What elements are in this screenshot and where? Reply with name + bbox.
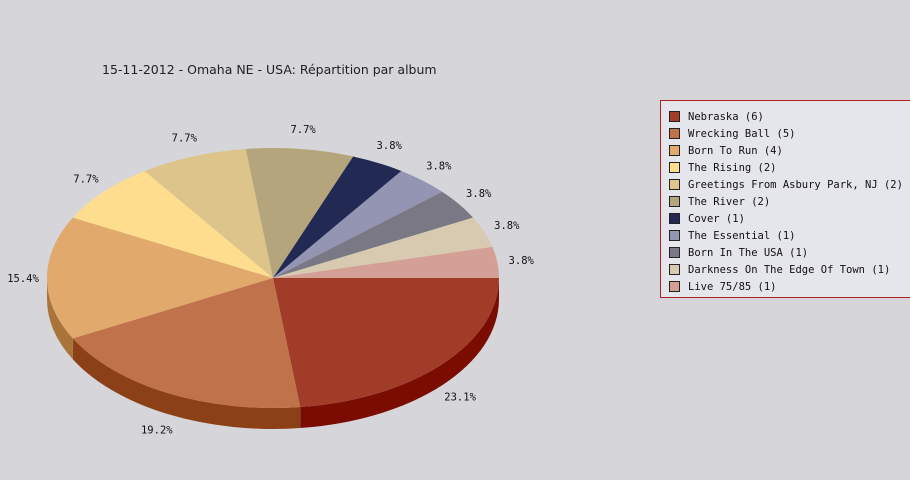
legend-item: The River (2) bbox=[669, 193, 910, 210]
pie-slice-percent-label: 19.2% bbox=[141, 425, 173, 437]
pie-slice-percent-label: 23.1% bbox=[444, 391, 476, 403]
pie-slice bbox=[72, 171, 274, 278]
pie-slice-percent-label: 7.7% bbox=[172, 133, 198, 145]
legend-item: Greetings From Asbury Park, NJ (2) bbox=[669, 176, 910, 193]
pie-slice bbox=[245, 148, 354, 278]
pie-slice bbox=[273, 278, 499, 408]
legend-swatch bbox=[669, 230, 680, 241]
legend-label: Born To Run (4) bbox=[688, 144, 783, 157]
pie-slice-percent-label: 7.7% bbox=[290, 124, 316, 136]
legend-label: Born In The USA (1) bbox=[688, 246, 809, 259]
legend-item: Nebraska (6) bbox=[669, 108, 910, 125]
legend-label: Greetings From Asbury Park, NJ (2) bbox=[688, 178, 903, 191]
legend-item: Wrecking Ball (5) bbox=[669, 125, 910, 142]
legend-label: Cover (1) bbox=[688, 212, 745, 225]
pie-slice bbox=[47, 217, 273, 339]
legend-item: Cover (1) bbox=[669, 210, 910, 227]
legend-swatch bbox=[669, 145, 680, 156]
pie-slice-percent-label: 3.8% bbox=[509, 255, 535, 267]
pie-slice bbox=[144, 148, 273, 278]
legend-swatch bbox=[669, 111, 680, 122]
chart-title: 15-11-2012 - Omaha NE - USA: Répartition… bbox=[102, 62, 437, 77]
legend-swatch bbox=[669, 213, 680, 224]
pie-slice bbox=[273, 171, 443, 278]
pie-slice-percent-label: 3.8% bbox=[426, 161, 452, 173]
legend-swatch bbox=[669, 247, 680, 258]
pie-slice-side bbox=[47, 278, 73, 360]
legend-label: The River (2) bbox=[688, 195, 771, 208]
pie-slice bbox=[273, 246, 499, 278]
legend-label: Live 75/85 (1) bbox=[688, 280, 777, 293]
pie-slice-side bbox=[72, 338, 301, 429]
legend-item: Darkness On The Edge Of Town (1) bbox=[669, 261, 910, 278]
pie-slice-percent-label: 3.8% bbox=[494, 220, 520, 232]
legend-swatch bbox=[669, 179, 680, 190]
legend-item: Born In The USA (1) bbox=[669, 244, 910, 261]
pie-slice bbox=[273, 217, 493, 278]
pie-slice-percent-label: 15.4% bbox=[7, 273, 39, 285]
pie-slice-percent-label: 7.7% bbox=[73, 174, 99, 186]
legend-label: The Rising (2) bbox=[688, 161, 777, 174]
pie-slice bbox=[72, 278, 301, 408]
legend-swatch bbox=[669, 196, 680, 207]
pie-slice-percent-label: 3.8% bbox=[466, 188, 492, 200]
legend-swatch bbox=[669, 128, 680, 139]
legend-swatch bbox=[669, 162, 680, 173]
legend-label: Darkness On The Edge Of Town (1) bbox=[688, 263, 891, 276]
legend-item: Live 75/85 (1) bbox=[669, 278, 910, 295]
chart-legend: Nebraska (6) Wrecking Ball (5) Born To Run… bbox=[660, 100, 910, 298]
pie-slice bbox=[273, 191, 474, 278]
pie-slice bbox=[273, 156, 402, 278]
legend-label: Nebraska (6) bbox=[688, 110, 764, 123]
legend-item: The Essential (1) bbox=[669, 227, 910, 244]
legend-label: Wrecking Ball (5) bbox=[688, 127, 796, 140]
legend-swatch bbox=[669, 264, 680, 275]
pie-slice-side bbox=[300, 278, 499, 429]
pie-slice-percent-label: 3.8% bbox=[377, 140, 403, 152]
legend-swatch bbox=[669, 281, 680, 292]
legend-item: Born To Run (4) bbox=[669, 142, 910, 159]
legend-label: The Essential (1) bbox=[688, 229, 796, 242]
legend-item: The Rising (2) bbox=[669, 159, 910, 176]
